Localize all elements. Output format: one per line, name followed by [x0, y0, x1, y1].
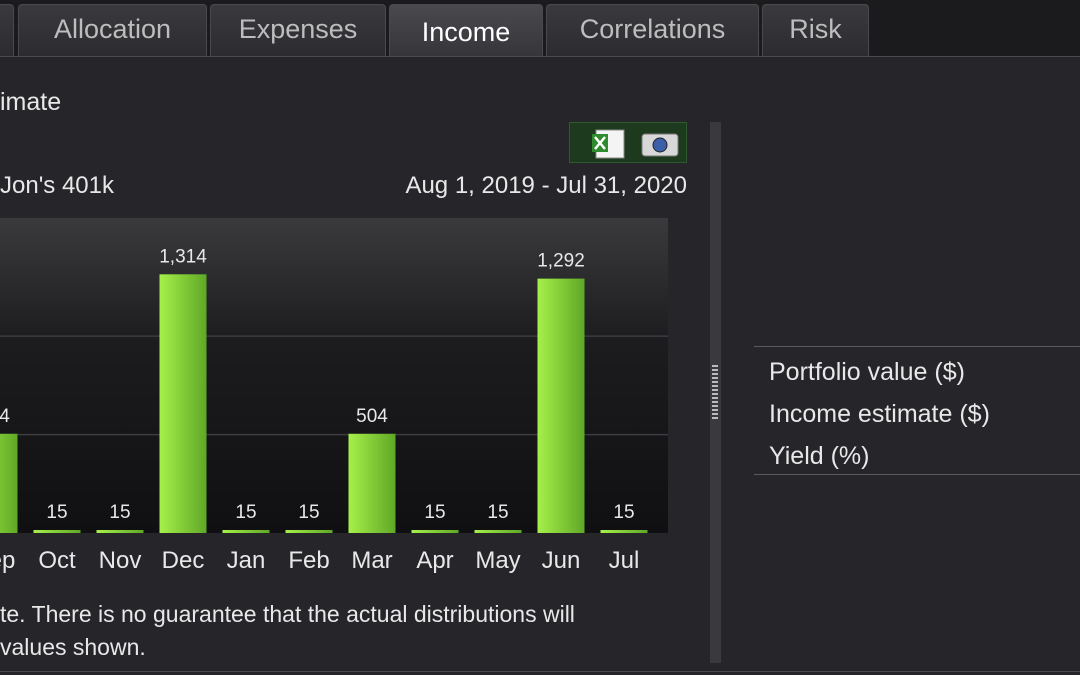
x-tick-label: Jun — [542, 547, 581, 574]
summary-label: Portfolio value ($) — [769, 358, 965, 386]
toolbar-icons — [592, 129, 679, 159]
bar — [159, 274, 207, 533]
panel-title: imate — [0, 88, 62, 116]
value-label: 15 — [235, 502, 256, 523]
bar — [537, 278, 585, 533]
value-label: 15 — [298, 502, 319, 523]
scrollbar[interactable] — [710, 122, 721, 663]
x-tick-label: Nov — [99, 547, 142, 574]
account-name: Jon's 401k — [0, 172, 114, 199]
x-tick-label: Apr — [416, 547, 453, 574]
x-tick-label: Jan — [227, 547, 266, 574]
footnote: te. There is no guarantee that the actua… — [0, 598, 575, 664]
tab[interactable]: Expenses — [210, 4, 386, 56]
footnote-line: te. There is no guarantee that the actua… — [0, 601, 575, 627]
bar — [348, 433, 396, 533]
bar — [600, 530, 648, 533]
tab[interactable]: Risk — [762, 4, 869, 56]
chart: 504 Sep 15 Oct 15 Nov 1,314 Dec 15 Jan 15 Feb 504 Mar… — [0, 218, 668, 574]
x-tick-label: Oct — [38, 547, 76, 574]
value-label: 1,314 — [159, 246, 207, 267]
bar — [474, 530, 522, 533]
bar — [411, 530, 459, 533]
x-tick-label: Feb — [288, 547, 329, 574]
bar — [285, 530, 333, 533]
value-label: 504 — [0, 406, 10, 427]
footnote-line: values shown. — [0, 634, 146, 660]
value-label: 15 — [109, 502, 130, 523]
tab[interactable] — [0, 4, 14, 56]
scroll-grip[interactable] — [712, 365, 718, 421]
value-label: 1,292 — [537, 251, 585, 272]
toolbar — [569, 122, 687, 163]
x-tick-label: Sep — [0, 547, 15, 574]
bar — [96, 530, 144, 533]
camera-lens — [652, 137, 668, 153]
value-label: 504 — [356, 406, 388, 427]
summary-label: Income estimate ($) — [769, 400, 990, 428]
tab[interactable]: Allocation — [18, 4, 207, 56]
tab[interactable]: Correlations — [546, 4, 759, 56]
x-tick-label: May — [475, 547, 520, 574]
excel-icon-x — [594, 136, 606, 150]
value-label: 15 — [46, 502, 67, 523]
bottom-border — [0, 671, 1080, 672]
summary-label: Yield (%) — [769, 442, 870, 470]
date-range: Aug 1, 2019 - Jul 31, 2020 — [405, 172, 687, 199]
summary-table: Portfolio value ($) Income estimate ($) Yi… — [754, 346, 1080, 475]
tab-bar: Allocation Expenses Income Correlations Risk — [0, 0, 1080, 57]
bar — [33, 530, 81, 533]
bar — [0, 433, 18, 533]
x-tick-label: Jul — [609, 547, 640, 574]
x-tick-label: Mar — [351, 547, 392, 574]
value-label: 15 — [613, 502, 634, 523]
value-label: 15 — [487, 502, 508, 523]
bar — [222, 530, 270, 533]
value-label: 15 — [424, 502, 445, 523]
tab[interactable]: Income — [389, 4, 543, 56]
x-tick-label: Dec — [162, 547, 205, 574]
